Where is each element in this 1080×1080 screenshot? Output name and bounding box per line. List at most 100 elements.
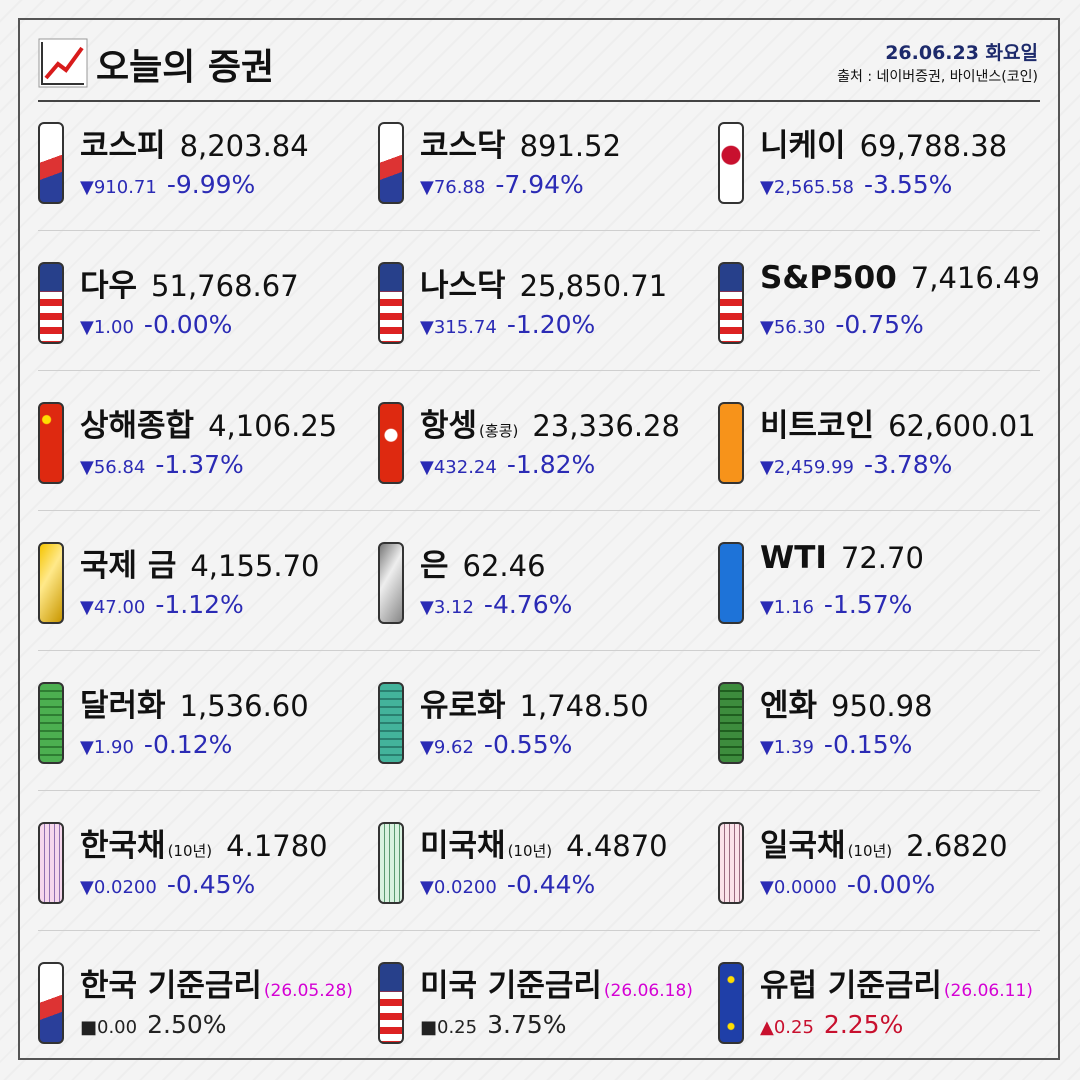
item-headline: 니케이 69,788.38 (760, 120, 1007, 165)
item-change: ▼0.0200 (80, 877, 157, 898)
item-suffix: (26.06.18) (603, 981, 693, 1001)
market-item: 한국 기준금리 (26.05.28) ■0.00 2.50% (38, 960, 378, 1080)
item-change: ▼47.00 (80, 597, 146, 618)
item-percent: -1.20% (506, 310, 596, 339)
row-separator (38, 930, 1040, 931)
market-item: 니케이 69,788.38 ▼2,565.58 -3.55% (718, 120, 1058, 240)
market-item: 유럽 기준금리 (26.06.11) ▲0.25 2.25% (718, 960, 1058, 1080)
item-value: 1,536.60 (179, 689, 309, 723)
item-icon (38, 682, 64, 764)
item-percent: 3.75% (487, 1010, 567, 1039)
item-suffix: (홍콩) (479, 422, 519, 440)
item-change: ▼1.39 (760, 737, 814, 758)
item-change-line: ▼0.0200 -0.45% (80, 870, 255, 899)
item-change-line: ▼432.24 -1.82% (420, 450, 595, 479)
item-change: ▼1.16 (760, 597, 814, 618)
item-percent: 2.50% (147, 1010, 227, 1039)
item-change-line: ▼1.16 -1.57% (760, 590, 912, 619)
item-value: 62.46 (462, 549, 546, 583)
item-change: ▼56.30 (760, 317, 826, 338)
item-percent: -4.76% (483, 590, 573, 619)
date: 26.06.23 화요일 (885, 42, 1038, 64)
item-name: 코스피 (80, 128, 166, 164)
item-name: 니케이 (760, 128, 846, 164)
row-separator (38, 370, 1040, 371)
market-item: 상해종합 4,106.25 ▼56.84 -1.37% (38, 400, 378, 520)
item-headline: WTI 72.70 (760, 540, 924, 576)
item-percent: -0.15% (823, 730, 913, 759)
item-change: ▼2,565.58 (760, 177, 854, 198)
item-percent: -0.00% (846, 870, 936, 899)
item-change-line: ▼2,459.99 -3.78% (760, 450, 952, 479)
item-name: WTI (760, 540, 827, 576)
source: 출처 : 네이버증권, 바이낸스(코인) (837, 69, 1038, 85)
item-value: 1,748.50 (519, 689, 649, 723)
market-item: 항셍 (홍콩) 23,336.28 ▼432.24 -1.82% (378, 400, 718, 520)
item-change: ▼76.88 (420, 177, 486, 198)
item-icon (718, 262, 744, 344)
item-percent: -0.75% (835, 310, 924, 339)
item-change-line: ▼9.62 -0.55% (420, 730, 572, 759)
item-change-line: ▼56.84 -1.37% (80, 450, 244, 479)
item-headline: 다우 51,768.67 (80, 260, 299, 305)
item-name: 달러화 (80, 688, 166, 724)
market-item: 미국 기준금리 (26.06.18) ■0.25 3.75% (378, 960, 718, 1080)
item-percent: -0.12% (143, 730, 233, 759)
item-name: 상해종합 (80, 408, 195, 444)
item-name: S&P500 (760, 260, 897, 296)
item-headline: 미국채 (10년) 4.4870 (420, 820, 668, 865)
item-percent: -0.00% (143, 310, 233, 339)
item-name: 일국채 (760, 828, 846, 864)
item-change-line: ■0.00 2.50% (80, 1010, 227, 1039)
item-change-line: ▲0.25 2.25% (760, 1010, 903, 1039)
item-percent: -0.45% (166, 870, 256, 899)
item-name: 유럽 기준금리 (760, 968, 942, 1004)
item-name: 한국 기준금리 (80, 968, 262, 1004)
item-change-line: ▼1.00 -0.00% (80, 310, 232, 339)
market-item: 코스닥 891.52 ▼76.88 -7.94% (378, 120, 718, 240)
item-change-line: ▼2,565.58 -3.55% (760, 170, 952, 199)
item-percent: -1.82% (506, 450, 596, 479)
item-suffix: (26.05.28) (263, 981, 353, 1001)
item-change: ▼2,459.99 (760, 457, 854, 478)
item-percent: -7.94% (495, 170, 584, 199)
item-name: 미국채 (420, 828, 506, 864)
item-name: 유로화 (420, 688, 506, 724)
item-change-line: ▼1.90 -0.12% (80, 730, 232, 759)
item-name: 한국채 (80, 828, 166, 864)
item-name: 나스닥 (420, 268, 506, 304)
item-icon (38, 122, 64, 204)
title: 오늘의 증권 (96, 47, 275, 88)
item-name: 항셍 (420, 408, 478, 444)
item-suffix: (10년) (507, 842, 553, 860)
row-separator (38, 230, 1040, 231)
item-change: ■0.25 (420, 1017, 478, 1038)
market-item: 엔화 950.98 ▼1.39 -0.15% (718, 680, 1058, 800)
item-icon (378, 262, 404, 344)
item-percent: -1.57% (823, 590, 913, 619)
item-percent: -0.55% (483, 730, 573, 759)
item-headline: 유럽 기준금리 (26.06.11) (760, 960, 1033, 1005)
market-item: WTI 72.70 ▼1.16 -1.57% (718, 540, 1058, 660)
item-suffix: (10년) (847, 842, 893, 860)
item-icon (38, 822, 64, 904)
item-change: ▼315.74 (420, 317, 497, 338)
item-name: 국제 금 (80, 548, 177, 584)
market-item: 다우 51,768.67 ▼1.00 -0.00% (38, 260, 378, 380)
item-change-line: ▼76.88 -7.94% (420, 170, 584, 199)
item-change-line: ▼47.00 -1.12% (80, 590, 244, 619)
item-percent: -9.99% (166, 170, 256, 199)
item-icon (718, 402, 744, 484)
frame (18, 18, 1060, 1060)
row-separator (38, 510, 1040, 511)
row-separator (38, 650, 1040, 651)
item-headline: 은 62.46 (420, 540, 546, 585)
item-change-line: ▼910.71 -9.99% (80, 170, 255, 199)
item-name: 비트코인 (760, 408, 875, 444)
item-name: 미국 기준금리 (420, 968, 602, 1004)
item-change-line: ▼56.30 -0.75% (760, 310, 924, 339)
item-change-line: ▼1.39 -0.15% (760, 730, 912, 759)
item-headline: 달러화 1,536.60 (80, 680, 309, 725)
item-headline: 한국채 (10년) 4.1780 (80, 820, 328, 865)
